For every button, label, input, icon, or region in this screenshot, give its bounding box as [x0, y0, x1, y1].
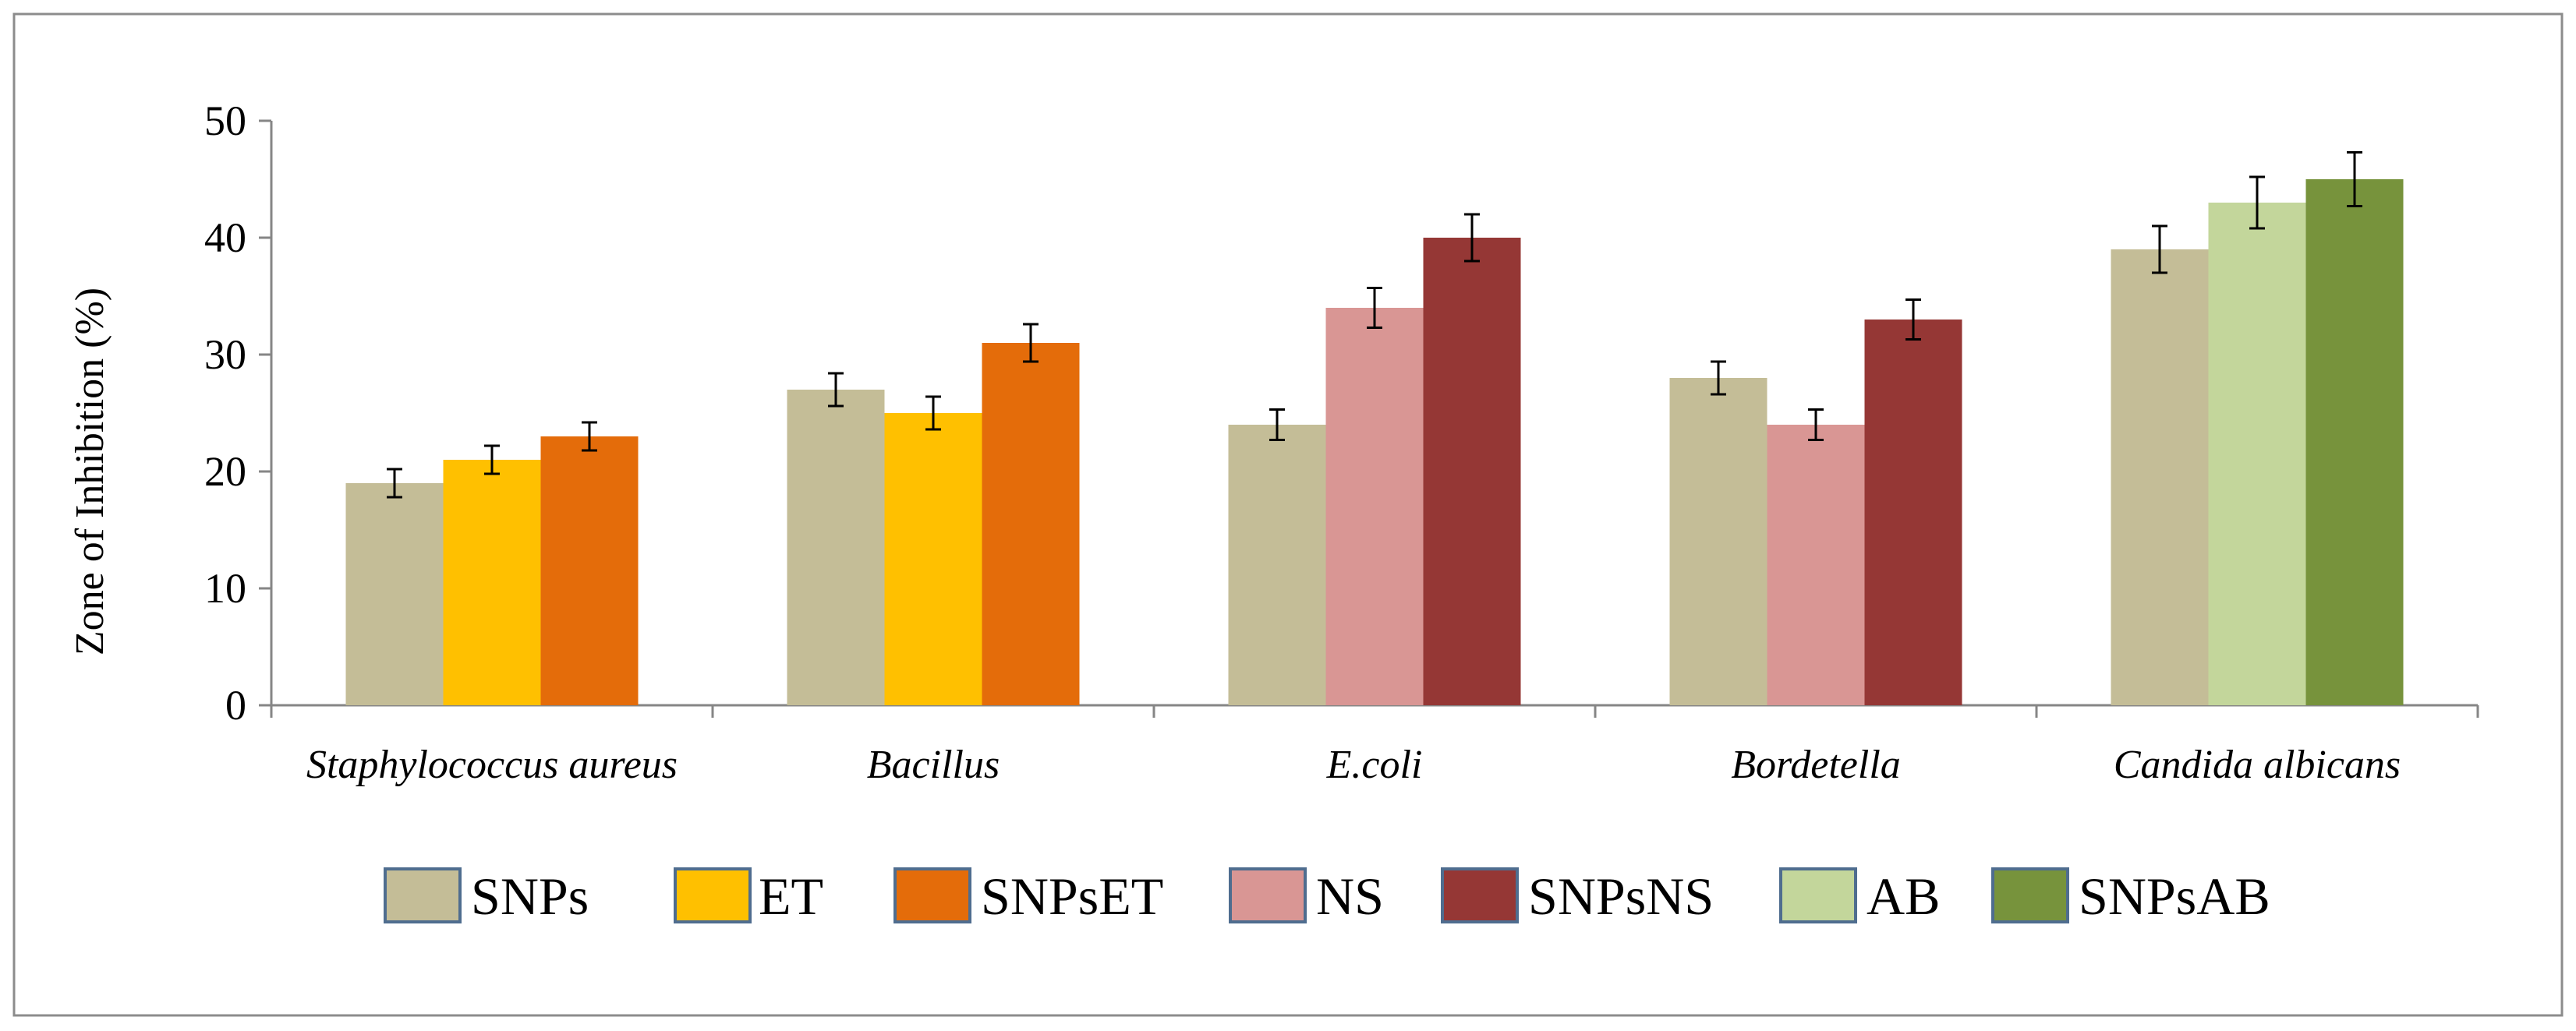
- bars-layer: [345, 151, 2404, 705]
- y-tick-label: 50: [204, 97, 246, 144]
- y-tick-label: 10: [204, 565, 246, 612]
- x-tick-label: Staphylococcus aureus: [306, 743, 678, 787]
- bar-snps-5: [2111, 249, 2209, 705]
- bar-snps-3: [1228, 425, 1326, 705]
- legend-swatch-snps: [384, 867, 462, 923]
- x-tick-label: Bacillus: [867, 743, 1000, 787]
- bar-snpsns-4: [1864, 320, 1962, 705]
- y-tick-label: 0: [225, 682, 246, 729]
- axes: 0 10 20 30 40 50: [204, 97, 2479, 729]
- bar-snpset-2: [982, 343, 1080, 705]
- y-tick-label: 40: [204, 214, 246, 261]
- bar-snpset-1: [540, 436, 639, 705]
- bar-ns-4: [1767, 425, 1865, 705]
- legend-label-snps: SNPs: [471, 867, 589, 926]
- y-tick-label: 30: [204, 331, 246, 378]
- legend-label-et: ET: [759, 867, 823, 926]
- legend-swatch-ab: [1779, 867, 1857, 923]
- bar-snps-2: [787, 390, 885, 705]
- bar-snpsab-5: [2305, 179, 2404, 705]
- legend-swatch-ns: [1229, 867, 1307, 923]
- x-tick-label: Bordetella: [1731, 743, 1901, 787]
- legend-label-snpset: SNPsET: [981, 867, 1163, 926]
- bar-snps-1: [345, 483, 444, 705]
- legend: SNPs ET SNPsET NS SNPsNS AB SNPsAB: [384, 867, 2270, 926]
- legend-label-ab: AB: [1867, 867, 1940, 926]
- bar-snps-4: [1669, 378, 1767, 705]
- legend-label-snpsns: SNPsNS: [1528, 867, 1714, 926]
- legend-label-ns: NS: [1316, 867, 1384, 926]
- legend-swatch-snpsns: [1441, 867, 1519, 923]
- x-tick-labels: Staphylococcus aureus Bacillus E.coli Borde…: [306, 743, 2401, 787]
- x-tick-label: Candida albicans: [2114, 743, 2401, 787]
- x-tick-label: E.coli: [1326, 743, 1423, 787]
- y-tick-label: 20: [204, 448, 246, 495]
- bar-snpsns-3: [1423, 238, 1521, 705]
- y-axis-label: Zone of Inhibition (%): [68, 288, 112, 655]
- bar-et-1: [443, 460, 541, 705]
- bar-ab-5: [2208, 203, 2306, 705]
- legend-label-snpsab: SNPsAB: [2079, 867, 2270, 926]
- legend-swatch-snpset: [893, 867, 971, 923]
- bar-ns-3: [1325, 308, 1424, 705]
- legend-swatch-snpsab: [1991, 867, 2069, 923]
- bar-et-2: [884, 413, 982, 705]
- legend-swatch-et: [674, 867, 752, 923]
